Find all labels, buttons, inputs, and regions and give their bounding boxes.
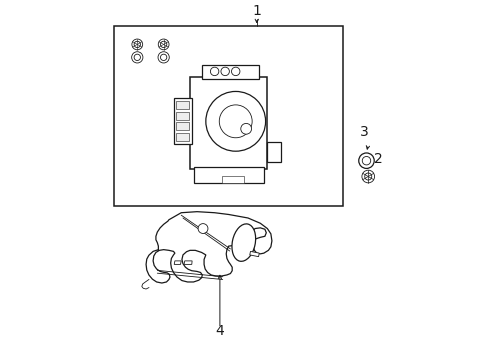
Ellipse shape bbox=[231, 224, 255, 261]
Polygon shape bbox=[183, 261, 192, 264]
Circle shape bbox=[210, 67, 219, 76]
Text: 3: 3 bbox=[359, 125, 367, 139]
Bar bbox=[221, 176, 244, 183]
Bar bbox=[176, 133, 189, 141]
Circle shape bbox=[240, 123, 251, 134]
Circle shape bbox=[231, 67, 240, 76]
Text: 4: 4 bbox=[215, 324, 224, 338]
Bar bbox=[202, 65, 258, 79]
Text: 1: 1 bbox=[252, 4, 261, 18]
Circle shape bbox=[362, 157, 370, 165]
Bar bbox=[174, 99, 192, 144]
Bar bbox=[267, 143, 280, 162]
Polygon shape bbox=[146, 212, 271, 283]
Bar bbox=[176, 101, 189, 109]
Bar bbox=[114, 26, 342, 206]
Circle shape bbox=[205, 91, 265, 151]
Circle shape bbox=[219, 105, 252, 138]
Text: 2: 2 bbox=[373, 152, 382, 166]
Circle shape bbox=[221, 67, 229, 76]
Bar bbox=[176, 112, 189, 120]
Polygon shape bbox=[174, 261, 181, 264]
Polygon shape bbox=[249, 251, 259, 257]
Bar bbox=[193, 167, 264, 183]
Bar bbox=[190, 77, 267, 169]
Circle shape bbox=[358, 153, 373, 168]
Circle shape bbox=[198, 224, 207, 234]
Bar bbox=[176, 122, 189, 130]
